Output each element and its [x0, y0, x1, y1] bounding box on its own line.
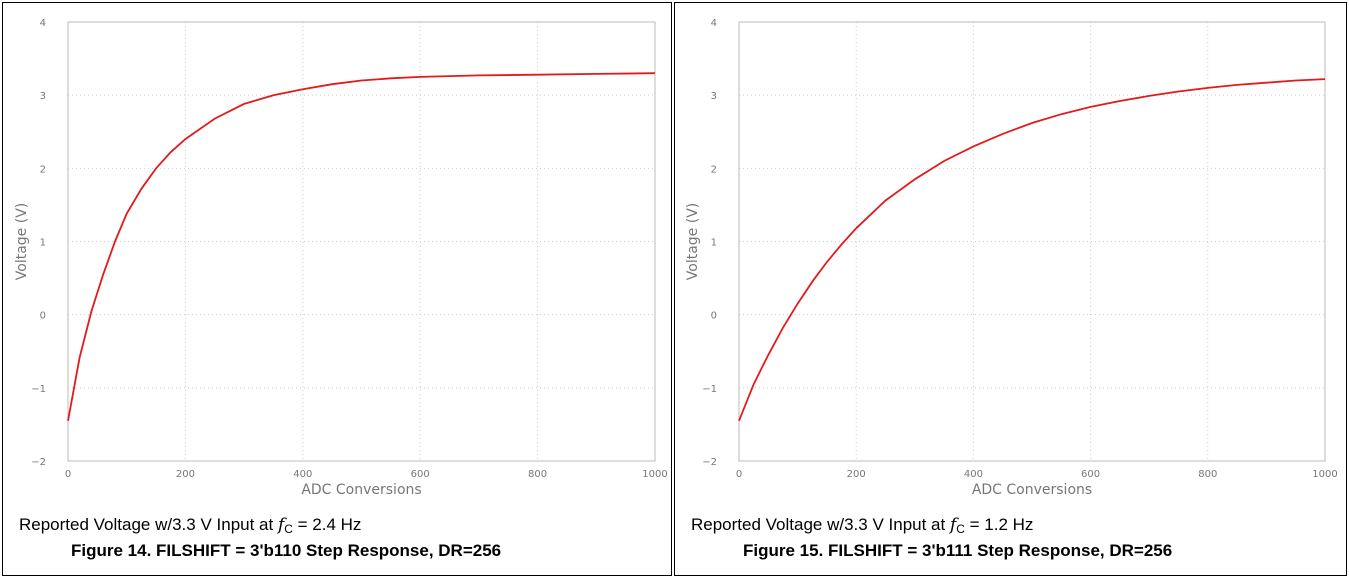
y-tick-label: 1	[711, 238, 717, 249]
x-tick-label: 400	[964, 469, 983, 480]
caption-suffix: = 2.4 Hz	[292, 515, 362, 534]
x-tick-label: 200	[176, 469, 195, 480]
caption-f-subscript: C	[284, 522, 293, 536]
y-tick-label: 2	[711, 164, 717, 175]
y-tick-label: 4	[711, 18, 717, 29]
x-tick-label: 1000	[642, 469, 667, 480]
x-tick-label: 600	[411, 469, 430, 480]
caption-prefix: Reported Voltage w/3.3 V Input at	[691, 515, 950, 534]
step-response-chart-2: 0 200 400 600 800 1000 −2 −1 0 1 2 3 4 ADC Conversio…	[685, 18, 1338, 498]
plot-frame	[738, 21, 1326, 462]
y-tick-label: −2	[31, 457, 46, 468]
y-axis-label: Voltage (V)	[14, 203, 30, 280]
y-tick-label: −2	[702, 457, 717, 468]
figure-14-panel: 0 200 400 600 800 1000 −2 −1 0 1 2 3 4 ADC Conversio…	[2, 2, 672, 576]
y-tick-label: −1	[702, 384, 717, 395]
y-tick-label: 1	[40, 238, 46, 249]
figure-caption: Reported Voltage w/3.3 V Input at fC = 2…	[19, 515, 361, 536]
y-tick-label: 4	[40, 18, 46, 29]
figure-title: Figure 15. FILSHIFT = 3'b111 Step Respon…	[743, 541, 1173, 560]
figure-title: Figure 14. FILSHIFT = 3'b110 Step Respon…	[71, 541, 502, 560]
x-axis-label: ADC Conversions	[301, 482, 421, 498]
x-tick-label: 400	[293, 469, 312, 480]
caption-f-subscript: C	[956, 522, 965, 536]
series-line	[67, 72, 656, 421]
step-response-chart-1: 0 200 400 600 800 1000 −2 −1 0 1 2 3 4 ADC Conversio…	[14, 18, 668, 498]
y-tick-label: −1	[31, 384, 46, 395]
caption-suffix: = 1.2 Hz	[964, 515, 1034, 534]
series-line	[738, 78, 1326, 422]
x-tick-label: 600	[1081, 469, 1100, 480]
x-tick-label: 200	[847, 469, 866, 480]
caption-f-symbol: f	[277, 515, 285, 535]
x-tick-label: 800	[1198, 469, 1217, 480]
caption-prefix: Reported Voltage w/3.3 V Input at	[19, 515, 278, 534]
y-tick-label: 0	[40, 311, 46, 322]
y-tick-label: 3	[711, 91, 717, 102]
plot-frame	[67, 21, 656, 462]
figure-caption: Reported Voltage w/3.3 V Input at fC = 1…	[691, 515, 1033, 536]
y-tick-label: 3	[40, 91, 46, 102]
y-tick-label: 0	[711, 311, 717, 322]
x-axis-label: ADC Conversions	[972, 482, 1092, 498]
x-tick-label: 1000	[1312, 469, 1337, 480]
y-axis-label: Voltage (V)	[685, 203, 701, 280]
x-tick-label: 0	[65, 469, 71, 480]
figure-15-panel: 0 200 400 600 800 1000 −2 −1 0 1 2 3 4 ADC Conversio…	[674, 2, 1347, 576]
caption-f-symbol: f	[949, 515, 957, 535]
x-tick-label: 800	[528, 469, 547, 480]
x-tick-label: 0	[736, 469, 742, 480]
y-tick-label: 2	[40, 164, 46, 175]
